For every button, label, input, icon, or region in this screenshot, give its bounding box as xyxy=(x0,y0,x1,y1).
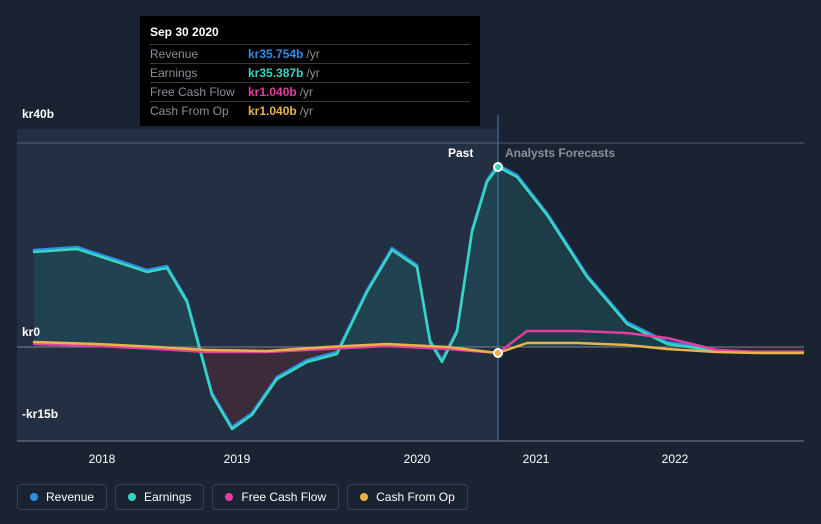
x-axis-label: 2019 xyxy=(224,452,251,466)
tooltip-row-suffix: /yr xyxy=(306,66,319,80)
tooltip-row: Earningskr35.387b/yr xyxy=(150,63,470,82)
x-axis-label: 2022 xyxy=(662,452,689,466)
tooltip-row-suffix: /yr xyxy=(300,85,313,99)
legend-dot xyxy=(225,493,233,501)
tooltip: Sep 30 2020 Revenuekr35.754b/yrEarningsk… xyxy=(140,16,480,126)
legend-item-revenue[interactable]: Revenue xyxy=(17,484,107,510)
tooltip-title: Sep 30 2020 xyxy=(150,22,470,44)
forecasts-label: Analysts Forecasts xyxy=(505,146,615,160)
tooltip-row: Free Cash Flowkr1.040b/yr xyxy=(150,82,470,101)
y-axis-label: kr40b xyxy=(22,107,54,121)
legend-label: Cash From Op xyxy=(376,490,455,504)
legend-dot xyxy=(128,493,136,501)
y-axis-label: -kr15b xyxy=(22,407,58,421)
tooltip-row-value: kr1.040b xyxy=(248,104,297,118)
tooltip-row-label: Revenue xyxy=(150,47,248,61)
legend-item-free-cash-flow[interactable]: Free Cash Flow xyxy=(212,484,339,510)
tooltip-row: Cash From Opkr1.040b/yr xyxy=(150,101,470,120)
x-axis-label: 2018 xyxy=(89,452,116,466)
x-axis-label: 2020 xyxy=(404,452,431,466)
tooltip-row-suffix: /yr xyxy=(306,47,319,61)
legend: Revenue Earnings Free Cash Flow Cash From O… xyxy=(17,484,468,510)
tooltip-row-label: Free Cash Flow xyxy=(150,85,248,99)
legend-item-cash-from-op[interactable]: Cash From Op xyxy=(347,484,468,510)
tooltip-row-value: kr35.387b xyxy=(248,66,303,80)
x-axis-label: 2021 xyxy=(523,452,550,466)
y-axis-label: kr0 xyxy=(22,325,40,339)
tooltip-row-label: Earnings xyxy=(150,66,248,80)
tooltip-row-suffix: /yr xyxy=(300,104,313,118)
legend-label: Free Cash Flow xyxy=(241,490,326,504)
legend-label: Revenue xyxy=(46,490,94,504)
past-label: Past xyxy=(448,146,473,160)
tooltip-row-label: Cash From Op xyxy=(150,104,248,118)
legend-dot xyxy=(30,493,38,501)
legend-label: Earnings xyxy=(144,490,191,504)
tooltip-rows: Revenuekr35.754b/yrEarningskr35.387b/yrF… xyxy=(150,44,470,120)
tooltip-row-value: kr35.754b xyxy=(248,47,303,61)
tooltip-row: Revenuekr35.754b/yr xyxy=(150,44,470,63)
tooltip-row-value: kr1.040b xyxy=(248,85,297,99)
legend-item-earnings[interactable]: Earnings xyxy=(115,484,204,510)
legend-dot xyxy=(360,493,368,501)
